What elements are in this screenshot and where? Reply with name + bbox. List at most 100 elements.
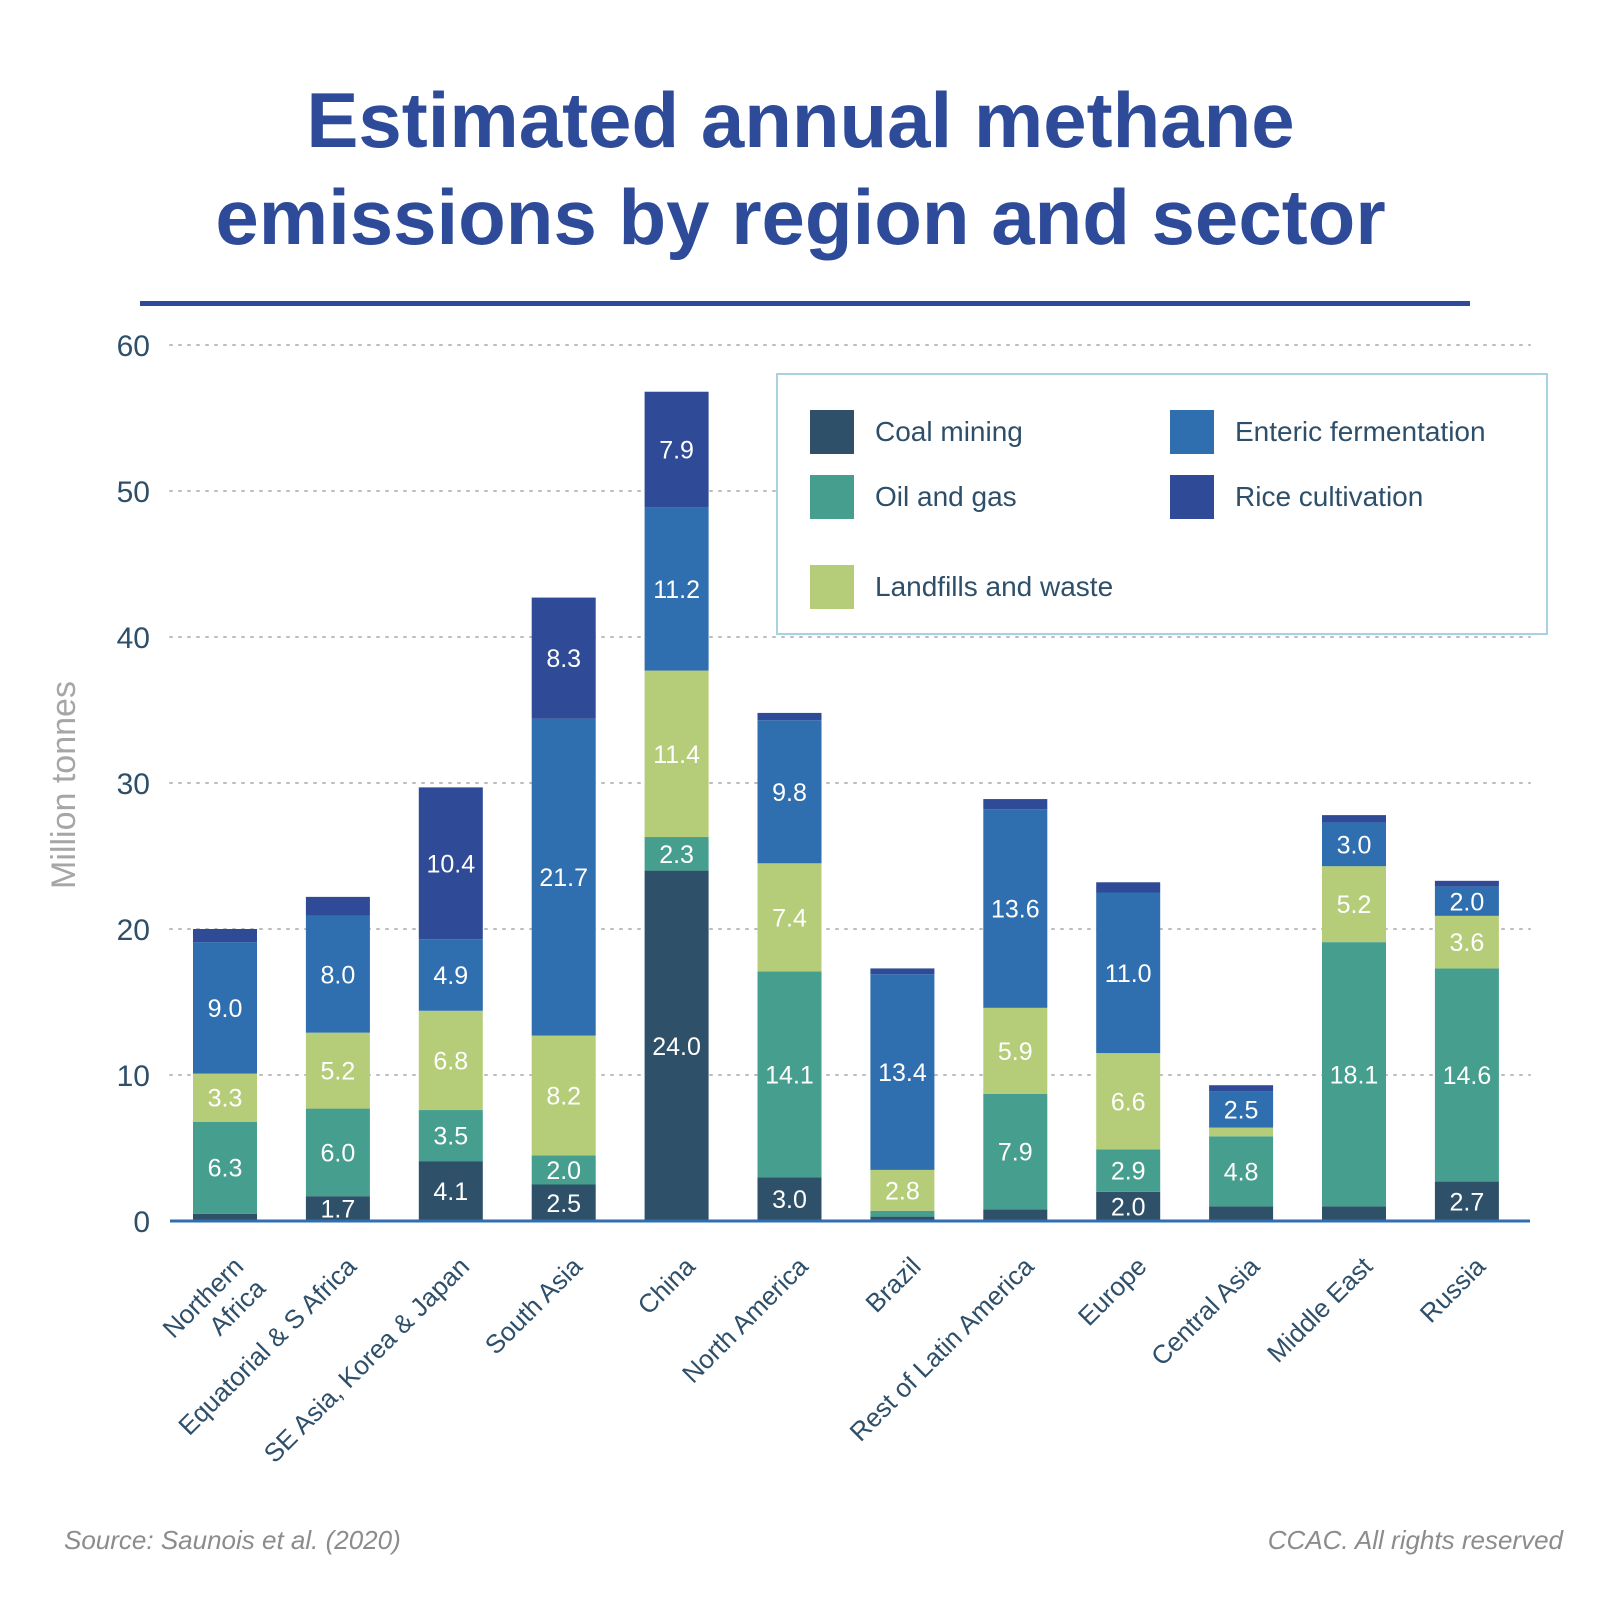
data-label: 11.4 (653, 741, 700, 769)
x-tick-label-line: China (632, 1251, 702, 1321)
y-tick-label: 30 (117, 768, 150, 801)
data-label: 3.5 (433, 1123, 468, 1151)
bar-segment (531, 718, 596, 1036)
data-label: 14.6 (1443, 1062, 1492, 1090)
bar-segment (418, 1161, 483, 1221)
x-tick-label-line: Middle East (1261, 1250, 1379, 1368)
legend-swatch (810, 565, 854, 609)
data-label: 7.9 (998, 1139, 1033, 1167)
data-label: 9.0 (208, 995, 243, 1023)
data-label: 2.8 (885, 1177, 920, 1205)
bar-segment (644, 837, 709, 871)
legend-box (776, 373, 1548, 635)
bar-segment (1322, 815, 1386, 823)
bar-segment (1322, 866, 1386, 943)
bar-segment (757, 720, 822, 864)
bar-segment (1209, 1127, 1274, 1137)
x-tick-label: South Asia (479, 1251, 588, 1360)
bar-segment (1322, 1206, 1386, 1221)
chart-title: Estimated annual methane emissions by re… (0, 72, 1601, 266)
data-label: 2.9 (1111, 1158, 1146, 1186)
legend-swatch (1170, 410, 1214, 454)
data-label: 3.6 (1450, 929, 1485, 957)
y-tick-label: 50 (117, 476, 150, 509)
bar-segment (870, 1210, 935, 1217)
data-label: 5.9 (998, 1038, 1033, 1066)
y-tick-label: 60 (117, 330, 150, 363)
chart-title-line-2: emissions by region and sector (215, 173, 1386, 261)
x-tick-label: Europe (1072, 1251, 1152, 1331)
bar-segment (870, 968, 935, 975)
bar-segment (757, 971, 822, 1178)
data-label: 6.6 (1111, 1088, 1146, 1116)
legend-swatch (1170, 475, 1214, 519)
x-tick-label: Central Asia (1145, 1251, 1266, 1372)
data-label: 5.2 (1337, 891, 1372, 919)
data-label: 9.8 (772, 779, 807, 807)
bar-segment (305, 1196, 370, 1221)
bar-segment (418, 939, 483, 1011)
bar-segment (757, 863, 822, 972)
data-label: 2.5 (1224, 1096, 1259, 1124)
bar-segment (1096, 1149, 1161, 1192)
data-label: 24.0 (652, 1033, 701, 1061)
bar-segment (1434, 968, 1499, 1182)
stacked-bar-chart: 0 10 20 30 40 50 60 Million tonnes 6.3 3.3 9.0 1.7 6… (45, 330, 1548, 1468)
bar-segment (1209, 1206, 1274, 1221)
x-tick-label: Middle East (1261, 1250, 1379, 1368)
x-tick-label-line: Russia (1414, 1251, 1492, 1329)
bar-segment (757, 1177, 822, 1221)
bar-segment (644, 870, 709, 1221)
data-label: 11.2 (653, 576, 700, 604)
data-label: 21.7 (539, 864, 588, 892)
data-label: 6.0 (321, 1139, 356, 1167)
bar-segment (531, 597, 596, 719)
bar-segment (305, 1108, 370, 1197)
bar-segment (983, 1209, 1048, 1221)
bar-segment (1434, 880, 1499, 887)
data-label: 11.0 (1105, 960, 1152, 988)
bar-segment (644, 507, 709, 671)
bar-segment (193, 1213, 257, 1221)
title-underline (140, 301, 1470, 306)
bar-segment (983, 809, 1048, 1008)
x-tick-label-line: South Asia (479, 1251, 588, 1360)
data-label: 18.1 (1330, 1061, 1379, 1089)
bar-segment (983, 799, 1048, 810)
x-tick-label: Brazil (859, 1251, 926, 1318)
data-label: 14.1 (765, 1061, 814, 1089)
legend-swatch (810, 475, 854, 519)
data-label: 4.1 (433, 1178, 468, 1206)
x-tick-label: China (632, 1251, 702, 1321)
data-label: 3.3 (208, 1085, 243, 1113)
y-tick-label: 20 (117, 914, 150, 947)
legend-label: Enteric fermentation (1235, 416, 1486, 447)
x-tick-label: SE Asia, Korea & Japan (258, 1251, 475, 1468)
bar-segment (644, 391, 709, 508)
legend-swatch (810, 410, 854, 454)
bar-segment (531, 1035, 596, 1156)
bar-segment (305, 896, 370, 916)
y-tick-label: 0 (133, 1206, 150, 1239)
data-label: 13.4 (878, 1059, 927, 1087)
data-label: 13.6 (991, 896, 1040, 924)
bar-segment (193, 1121, 257, 1214)
x-tick-label: Russia (1414, 1251, 1492, 1329)
data-label: 3.0 (772, 1186, 807, 1214)
bar-segment (1322, 822, 1386, 867)
bar-segment (1322, 942, 1386, 1207)
data-label: 2.0 (546, 1157, 581, 1185)
bar-segment (418, 787, 483, 940)
data-label: 10.4 (426, 850, 475, 878)
y-axis-label: Million tonnes (45, 681, 83, 889)
bar-segment (1209, 1136, 1274, 1207)
bar-segment (531, 1184, 596, 1221)
y-tick-label: 40 (117, 622, 150, 655)
bar-segment (983, 1007, 1048, 1094)
x-tick-label: Rest of Latin America (844, 1251, 1040, 1447)
data-label: 8.2 (546, 1082, 581, 1110)
bar-segment (193, 929, 257, 943)
bar-segment (418, 1110, 483, 1162)
bar-segment (870, 1216, 935, 1221)
bar-segment (1209, 1091, 1274, 1128)
